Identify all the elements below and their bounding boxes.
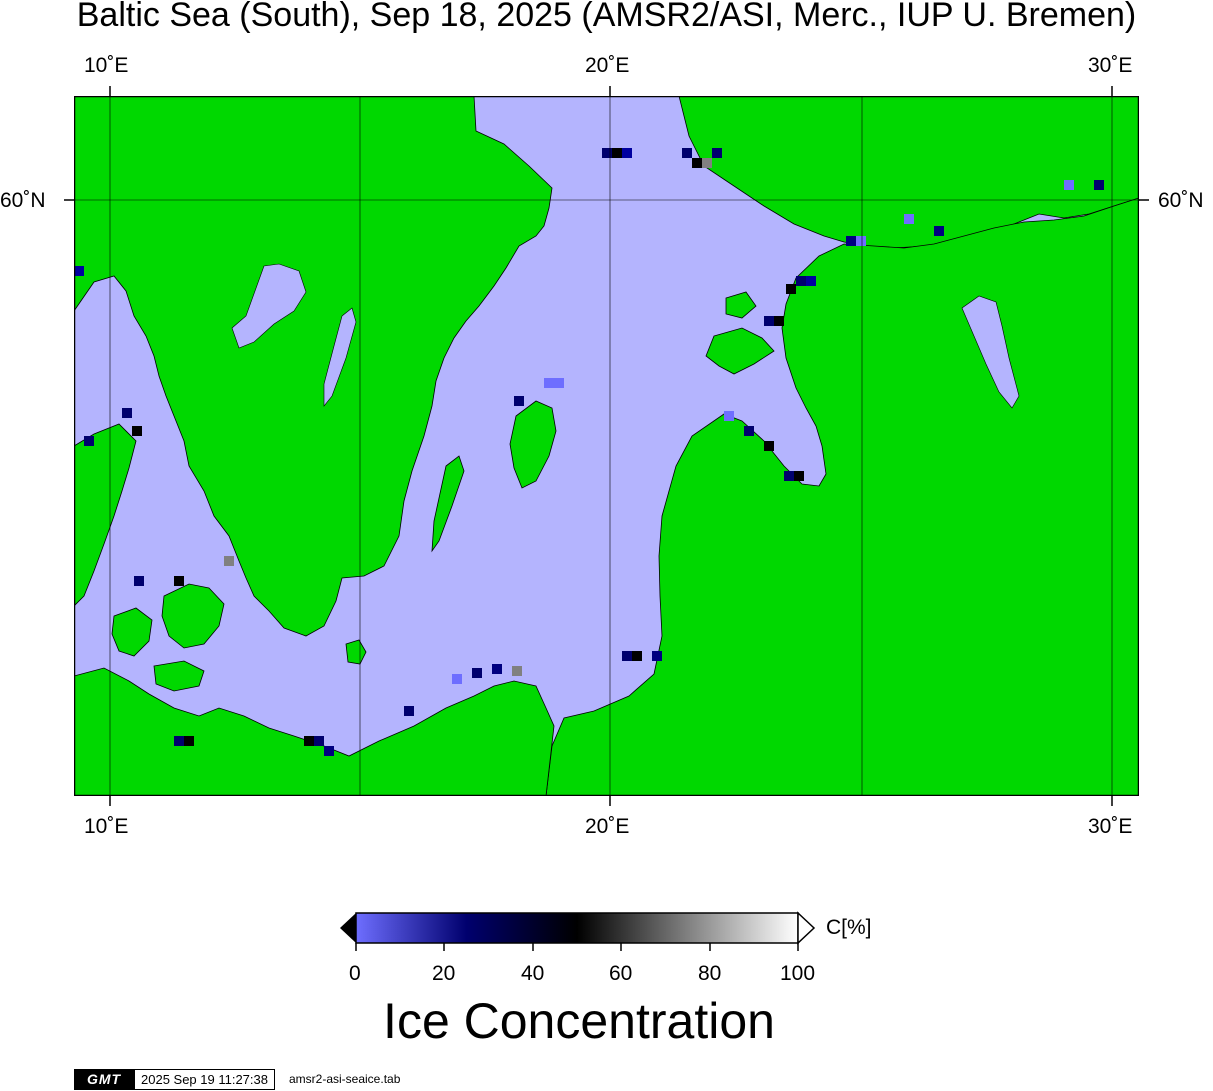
ice-pixel xyxy=(652,651,662,661)
land-saaremaa xyxy=(705,327,775,375)
ice-pixel xyxy=(846,236,856,246)
ice-pixel xyxy=(806,276,816,286)
ice-pixel xyxy=(602,148,612,158)
ice-pixel xyxy=(744,426,754,436)
ice-pixel xyxy=(1094,180,1104,190)
ice-pixel xyxy=(324,746,334,756)
ice-pixel xyxy=(224,556,234,566)
colorbar-tick-label-60: 60 xyxy=(609,962,633,985)
colorbar-min-arrow xyxy=(340,913,356,943)
land-funen xyxy=(111,607,153,657)
ice-pixel xyxy=(764,441,774,451)
colorbar-tick-label-80: 80 xyxy=(698,962,722,985)
lon-label-bottom-30: 30˚E xyxy=(1088,815,1133,838)
ice-pixel xyxy=(702,158,712,168)
ice-pixel xyxy=(452,674,462,684)
ice-pixel xyxy=(682,148,692,158)
lake-vattern xyxy=(323,307,357,407)
ice-pixel xyxy=(856,236,866,246)
colorbar-tick-label-100: 100 xyxy=(780,962,816,985)
ice-pixel xyxy=(74,266,84,276)
land-bornholm xyxy=(345,639,367,665)
ice-pixel xyxy=(174,736,184,746)
ice-pixel xyxy=(304,736,314,746)
land-hiiumaa xyxy=(725,291,757,319)
ice-pixel xyxy=(612,148,622,158)
gmt-logo: GMT xyxy=(74,1068,134,1090)
ice-pixel xyxy=(472,668,482,678)
lon-label-top-10: 10˚E xyxy=(84,54,129,77)
graticule xyxy=(74,96,1139,796)
lake-vanern xyxy=(231,263,307,349)
ice-pixel xyxy=(554,378,564,388)
lon-label-bottom-10: 10˚E xyxy=(84,815,129,838)
ice-pixel xyxy=(632,651,642,661)
ice-edge-pixels xyxy=(74,148,1104,756)
colorbar-unit-label: C[%] xyxy=(826,916,872,939)
ice-pixel xyxy=(492,664,502,674)
land-zealand xyxy=(161,583,225,649)
ice-pixel xyxy=(794,471,804,481)
lon-label-top-20: 20˚E xyxy=(585,54,630,77)
ice-pixel xyxy=(904,214,914,224)
ice-pixel xyxy=(134,576,144,586)
ice-pixel xyxy=(784,471,794,481)
ice-pixel xyxy=(712,148,722,158)
ice-pixel xyxy=(764,316,774,326)
land-south-coast xyxy=(74,667,555,796)
ice-pixel xyxy=(512,666,522,676)
ice-pixel xyxy=(544,378,554,388)
ice-pixel xyxy=(514,396,524,406)
ice-pixel xyxy=(174,576,184,586)
ice-pixel xyxy=(796,276,806,286)
ice-pixel xyxy=(692,158,702,168)
lon-label-bottom-20: 20˚E xyxy=(585,815,630,838)
colorbar-title: Ice Concentration xyxy=(383,993,775,1049)
colorbar-tick-label-20: 20 xyxy=(432,962,456,985)
ice-pixel xyxy=(724,411,734,421)
ice-pixel xyxy=(786,284,796,294)
ice-pixel xyxy=(622,148,632,158)
ice-pixel xyxy=(404,706,414,716)
ice-pixel xyxy=(1064,180,1074,190)
ice-pixel xyxy=(774,316,784,326)
land-lolland xyxy=(153,660,205,692)
lat-label-left-60: 60˚N xyxy=(0,189,46,212)
land-scandinavia xyxy=(74,96,553,637)
land-gotland xyxy=(509,400,557,489)
colorbar-tick-label-40: 40 xyxy=(521,962,545,985)
timestamp: 2025 Sep 19 11:27:38 xyxy=(134,1068,275,1090)
ice-pixel xyxy=(122,408,132,418)
ice-pixel xyxy=(314,736,324,746)
ice-pixel xyxy=(622,651,632,661)
baltic-sea-map xyxy=(74,96,1139,796)
ice-pixel xyxy=(184,736,194,746)
ice-pixel xyxy=(84,436,94,446)
colorbar-max-arrow xyxy=(797,911,816,945)
ice-pixel xyxy=(934,226,944,236)
map-frame xyxy=(74,96,1139,796)
lakes xyxy=(231,263,1020,409)
lat-label-right-60: 60˚N xyxy=(1158,189,1204,212)
ice-pixel xyxy=(132,426,142,436)
footer: GMT 2025 Sep 19 11:27:38 amsr2-asi-seaic… xyxy=(74,1068,400,1090)
colorbar-gradient xyxy=(355,912,799,944)
map-title: Baltic Sea (South), Sep 18, 2025 (AMSR2/… xyxy=(76,0,1137,34)
colorbar-tick-label-0: 0 xyxy=(349,962,361,985)
land-oland xyxy=(431,455,465,553)
lake-peipus xyxy=(961,295,1020,409)
colorbar xyxy=(340,911,816,951)
land-jutland xyxy=(74,423,137,607)
table-name: amsr2-asi-seaice.tab xyxy=(289,1072,401,1086)
lon-label-top-30: 30˚E xyxy=(1088,54,1133,77)
